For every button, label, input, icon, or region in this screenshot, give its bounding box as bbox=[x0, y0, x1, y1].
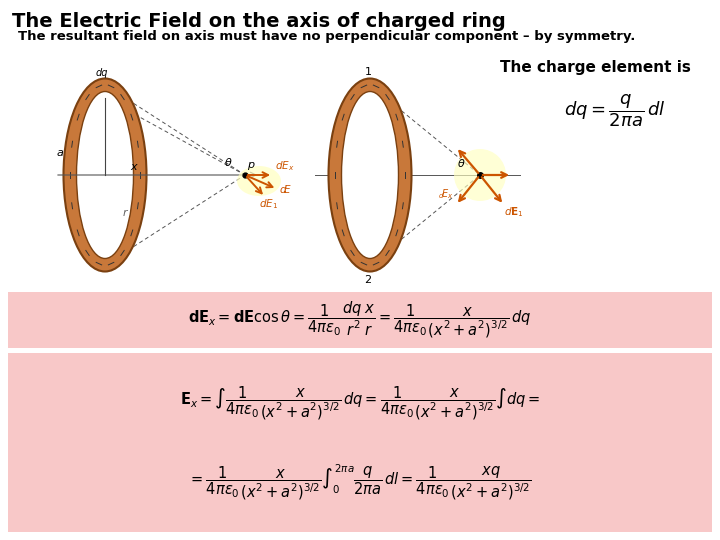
Ellipse shape bbox=[341, 91, 398, 259]
Text: ${}_{d\!}E_x$: ${}_{d\!}E_x$ bbox=[438, 187, 454, 201]
Text: $d\!E$: $d\!E$ bbox=[279, 183, 292, 195]
Text: p: p bbox=[247, 160, 254, 170]
Text: $dE_x$: $dE_x$ bbox=[275, 159, 294, 173]
Ellipse shape bbox=[63, 78, 146, 272]
Text: $d\mathbf{E}_1$: $d\mathbf{E}_1$ bbox=[504, 205, 523, 219]
Text: $dE_1$: $dE_1$ bbox=[259, 197, 278, 211]
Text: 1: 1 bbox=[364, 67, 372, 77]
Bar bbox=[8, 353, 712, 532]
Ellipse shape bbox=[76, 91, 133, 259]
Text: $\theta$: $\theta$ bbox=[225, 156, 233, 168]
Text: $dq = \dfrac{q}{2\pi a}\,dl$: $dq = \dfrac{q}{2\pi a}\,dl$ bbox=[564, 92, 666, 129]
Text: $\mathbf{dE}_{x} = \mathbf{dE}\cos\theta = \dfrac{1}{4\pi\varepsilon_0}\dfrac{dq: $\mathbf{dE}_{x} = \mathbf{dE}\cos\theta… bbox=[189, 300, 531, 340]
Text: The Electric Field on the axis of charged ring: The Electric Field on the axis of charge… bbox=[12, 12, 505, 31]
Text: The resultant field on axis must have no perpendicular component – by symmetry.: The resultant field on axis must have no… bbox=[18, 30, 635, 43]
Ellipse shape bbox=[328, 78, 412, 272]
Text: 2: 2 bbox=[364, 275, 372, 285]
Text: x: x bbox=[130, 162, 137, 172]
Text: The charge element is: The charge element is bbox=[500, 60, 690, 75]
Text: dq: dq bbox=[96, 68, 108, 78]
Ellipse shape bbox=[454, 149, 506, 201]
Text: r: r bbox=[123, 208, 127, 218]
Bar bbox=[8, 292, 712, 348]
Text: $\theta$: $\theta$ bbox=[457, 157, 466, 169]
Text: $= \dfrac{1}{4\pi\varepsilon_0}\dfrac{x}{(x^2+a^2)^{3/2}}\int_0^{2\pi a}\dfrac{q: $= \dfrac{1}{4\pi\varepsilon_0}\dfrac{x}… bbox=[188, 462, 532, 502]
Text: a: a bbox=[56, 148, 63, 158]
Text: $\mathbf{E}_{x} = \int\dfrac{1}{4\pi\varepsilon_0}\dfrac{x}{(x^2+a^2)^{3/2}}\,dq: $\mathbf{E}_{x} = \int\dfrac{1}{4\pi\var… bbox=[180, 384, 540, 422]
Ellipse shape bbox=[237, 166, 281, 196]
